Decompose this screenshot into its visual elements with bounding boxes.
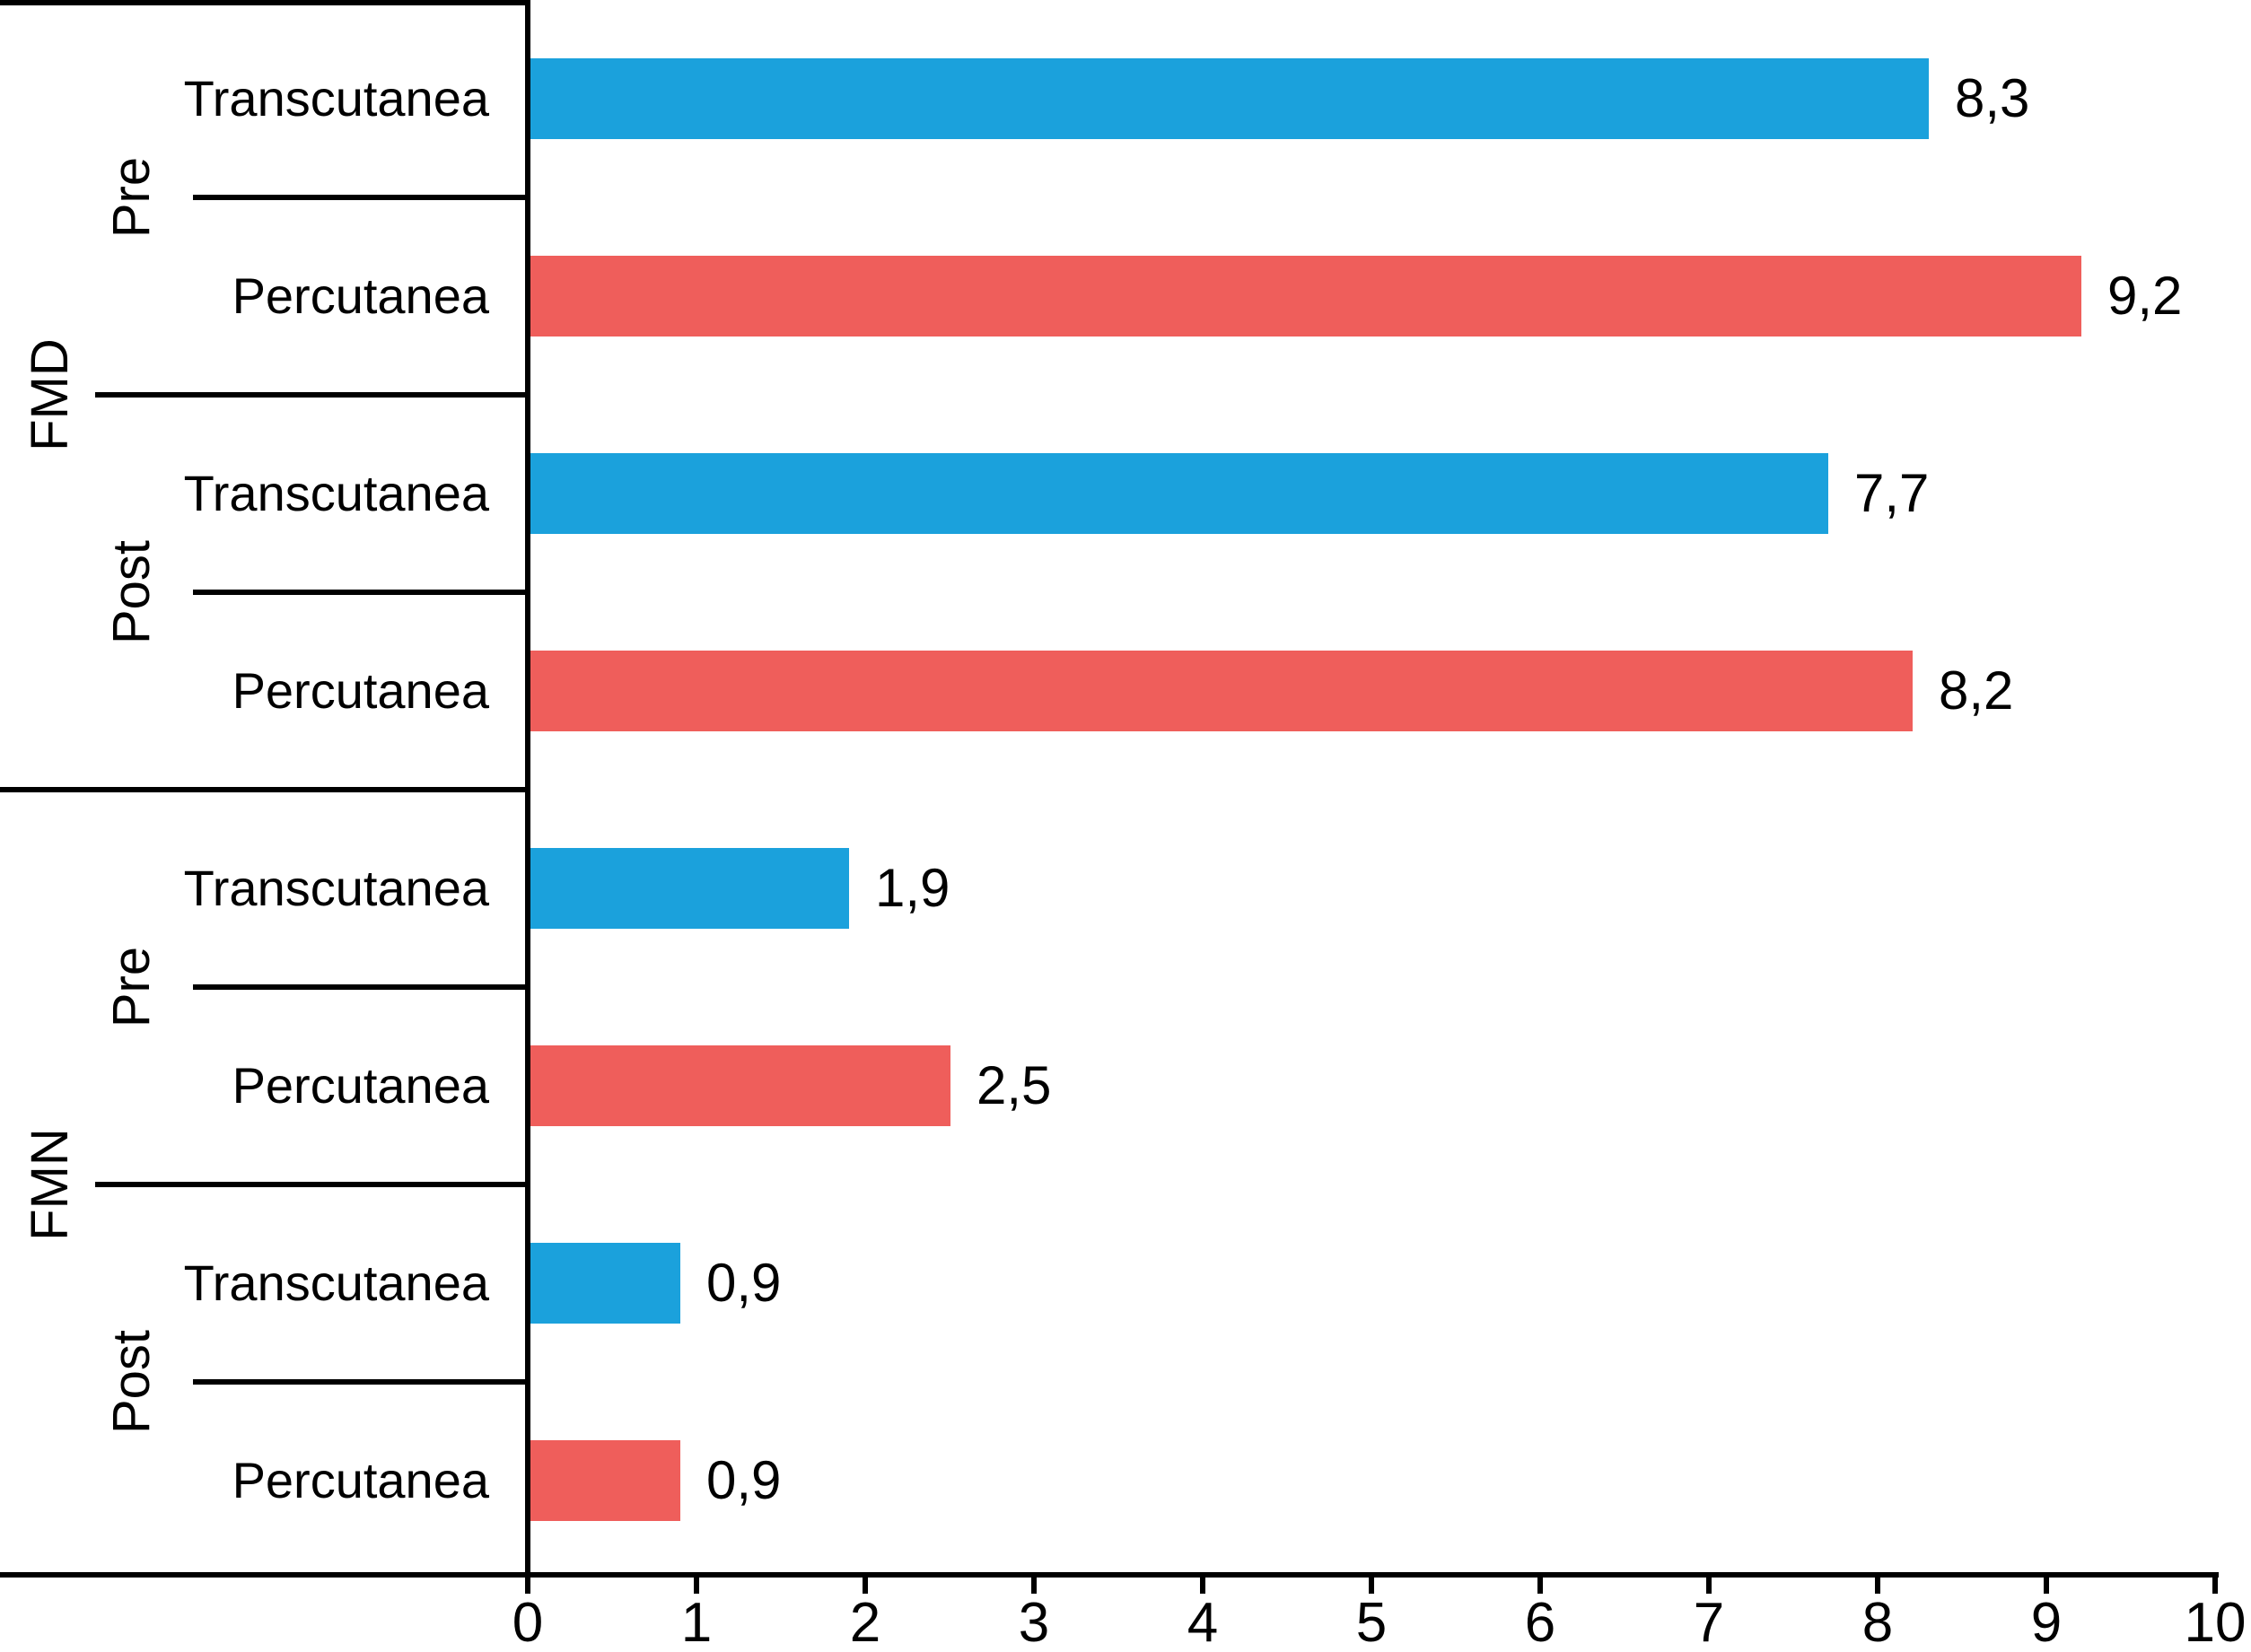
bar-pair-divider: [193, 984, 528, 990]
x-axis-tick-mark: [1706, 1572, 1712, 1594]
x-axis-tick-mark: [863, 1572, 868, 1594]
category-label: Transcutanea: [183, 70, 489, 127]
category-label: Percutanea: [232, 662, 489, 719]
value-label: 8,3: [1955, 68, 2030, 128]
x-axis-tick-label: 5: [1355, 1592, 1388, 1652]
x-axis-tick-label: 3: [1018, 1592, 1050, 1652]
bar-pair-divider: [193, 195, 528, 200]
pre-post-divider: [95, 1182, 528, 1187]
bar-percutanea: [530, 1045, 950, 1126]
x-axis-tick-mark: [1537, 1572, 1543, 1594]
x-axis-tick-label: 7: [1693, 1592, 1725, 1652]
value-label: 8,2: [1939, 660, 2014, 721]
fmd-fmn-group-divider: [0, 787, 530, 792]
x-axis-tick-label: 1: [680, 1592, 713, 1652]
x-axis-tick-label: 2: [849, 1592, 881, 1652]
x-axis-tick-mark: [1200, 1572, 1205, 1594]
pre-post-divider: [95, 392, 528, 398]
x-axis-tick-mark: [1031, 1572, 1037, 1594]
bar-transcutanea: [530, 1243, 680, 1324]
y-axis-line: [525, 0, 530, 1592]
value-label: 1,9: [875, 858, 950, 918]
bar-percutanea: [530, 651, 1913, 731]
x-axis-tick-mark: [525, 1572, 530, 1594]
bar-percutanea: [530, 1440, 680, 1521]
value-label: 7,7: [1854, 463, 1930, 523]
x-axis-tick-label: 8: [1861, 1592, 1894, 1652]
x-axis-line: [0, 1572, 2219, 1578]
x-axis-tick-mark: [1369, 1572, 1374, 1594]
value-label: 9,2: [2107, 266, 2183, 326]
x-axis-tick-label: 0: [512, 1592, 544, 1652]
value-label: 2,5: [977, 1055, 1052, 1115]
x-axis-tick-mark: [1875, 1572, 1880, 1594]
x-axis-tick-label: 6: [1524, 1592, 1556, 1652]
bar-percutanea: [530, 256, 2081, 337]
bar-transcutanea: [530, 453, 1828, 534]
category-label: Transcutanea: [183, 860, 489, 916]
category-label: Percutanea: [232, 1057, 489, 1114]
x-axis-tick-label: 10: [2184, 1592, 2247, 1652]
x-axis-tick-mark: [694, 1572, 699, 1594]
value-label: 0,9: [706, 1253, 782, 1313]
category-label: Percutanea: [232, 267, 489, 324]
bar-transcutanea: [530, 58, 1929, 139]
bar-pair-divider: [193, 1379, 528, 1385]
value-label: 0,9: [706, 1450, 782, 1510]
x-axis-tick-label: 4: [1187, 1592, 1219, 1652]
category-label: Transcutanea: [183, 1254, 489, 1311]
category-label: Transcutanea: [183, 465, 489, 521]
x-axis-tick-mark: [2212, 1572, 2218, 1594]
plot-top-border: [0, 0, 530, 5]
x-axis-tick-mark: [2044, 1572, 2049, 1594]
category-label: Percutanea: [232, 1452, 489, 1508]
bar-transcutanea: [530, 848, 849, 929]
bar-pair-divider: [193, 590, 528, 595]
x-axis-tick-label: 9: [2030, 1592, 2063, 1652]
